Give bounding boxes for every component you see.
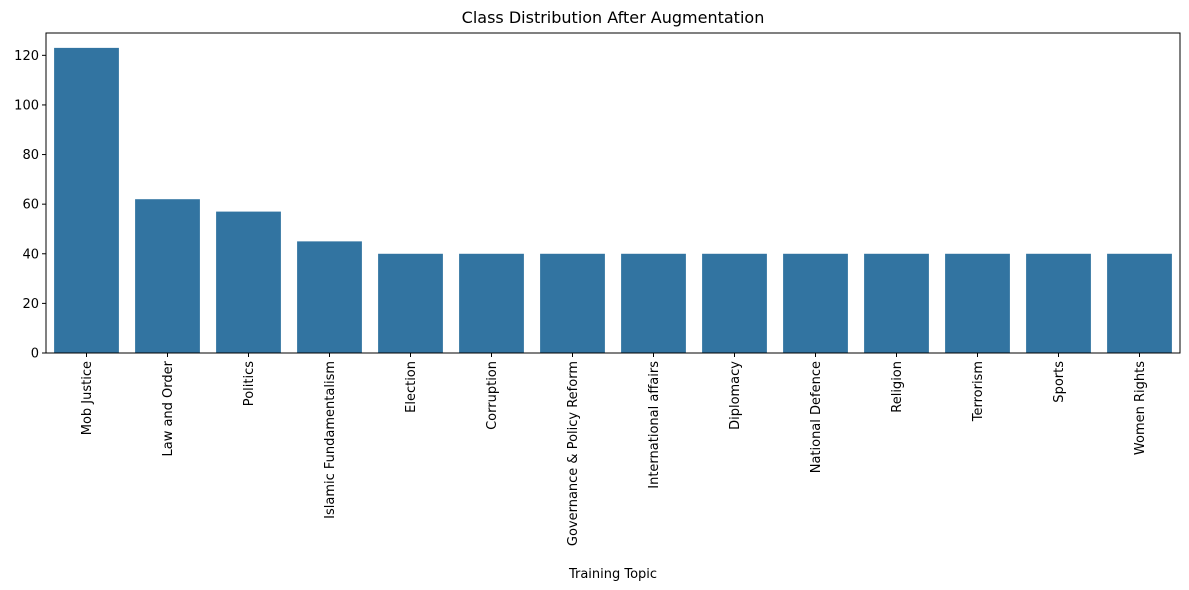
x-tick-label-3: Islamic Fundamentalism [323, 361, 338, 519]
y-tick-label-4: 80 [22, 148, 39, 163]
chart-title: Class Distribution After Augmentation [462, 8, 765, 27]
x-tick-label-8: Diplomacy [728, 361, 743, 430]
bar-3 [297, 241, 362, 353]
bars-group [54, 47, 1172, 353]
y-axis-ticks: 0 20 40 60 80 100 120 [14, 49, 46, 362]
bar-5 [459, 253, 524, 353]
bar-4 [378, 253, 443, 353]
bar-13 [1107, 253, 1172, 353]
x-tick-label-5: Corruption [485, 361, 500, 430]
plot-frame [45, 32, 1181, 354]
x-tick-label-12: Sports [1052, 361, 1067, 403]
y-tick-label-5: 100 [14, 98, 39, 113]
x-tick-label-1: Law and Order [161, 360, 176, 456]
x-tick-label-2: Politics [242, 361, 257, 406]
x-axis-ticks: Mob Justice Law and Order Politics Islamic … [80, 353, 1148, 546]
x-tick-label-10: Religion [890, 361, 905, 413]
x-axis-label: Training Topic [568, 567, 657, 582]
y-tick-label-6: 120 [14, 49, 39, 64]
bar-0 [54, 47, 119, 353]
bar-9 [783, 253, 848, 353]
bar-10 [864, 253, 929, 353]
x-tick-label-6: Governance & Policy Reform [566, 361, 581, 546]
bar-2 [216, 211, 281, 353]
bar-11 [945, 253, 1010, 353]
y-tick-label-3: 60 [22, 198, 39, 213]
x-tick-label-13: Women Rights [1133, 361, 1148, 455]
x-tick-label-9: National Defence [809, 361, 824, 473]
y-tick-label-0: 0 [31, 347, 39, 362]
bar-12 [1026, 253, 1091, 353]
bar-8 [702, 253, 767, 353]
y-tick-label-2: 40 [22, 247, 39, 262]
y-tick-label-1: 20 [22, 297, 39, 312]
x-tick-label-0: Mob Justice [80, 361, 95, 435]
x-tick-label-11: Terrorism [971, 361, 986, 422]
bar-6 [540, 253, 605, 353]
x-tick-label-4: Election [404, 361, 419, 413]
bar-7 [621, 253, 686, 353]
bar-1 [135, 199, 200, 353]
x-tick-label-7: International affairs [647, 361, 662, 489]
